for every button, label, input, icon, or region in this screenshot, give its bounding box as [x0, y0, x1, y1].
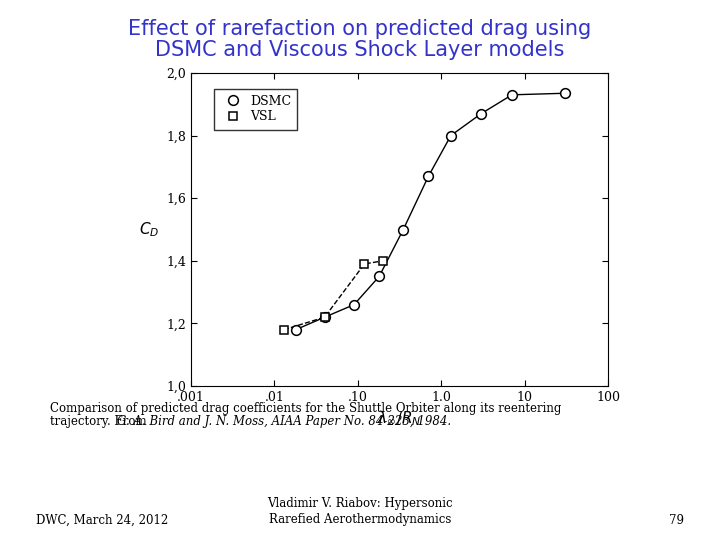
Text: DSMC and Viscous Shock Layer models: DSMC and Viscous Shock Layer models — [156, 40, 564, 60]
Legend: DSMC, VSL: DSMC, VSL — [214, 89, 297, 130]
Text: 79: 79 — [669, 514, 684, 526]
X-axis label: $\lambda_{\infty}/R_N$: $\lambda_{\infty}/R_N$ — [377, 409, 422, 428]
Text: Vladimir V. Riabov: Hypersonic
Rarefied Aerothermodynamics: Vladimir V. Riabov: Hypersonic Rarefied … — [267, 496, 453, 526]
Text: Effect of rarefaction on predicted drag using: Effect of rarefaction on predicted drag … — [128, 19, 592, 39]
Text: Comparison of predicted drag coefficients for the Shuttle Orbiter along its reen: Comparison of predicted drag coefficient… — [50, 402, 562, 415]
Y-axis label: $C_D$: $C_D$ — [139, 220, 159, 239]
Text: G. A. Bird and J. N. Moss, AIAA Paper No. 84-223, 1984.: G. A. Bird and J. N. Moss, AIAA Paper No… — [117, 415, 451, 428]
Text: DWC, March 24, 2012: DWC, March 24, 2012 — [36, 514, 168, 526]
Text: trajectory. From: trajectory. From — [50, 415, 150, 428]
